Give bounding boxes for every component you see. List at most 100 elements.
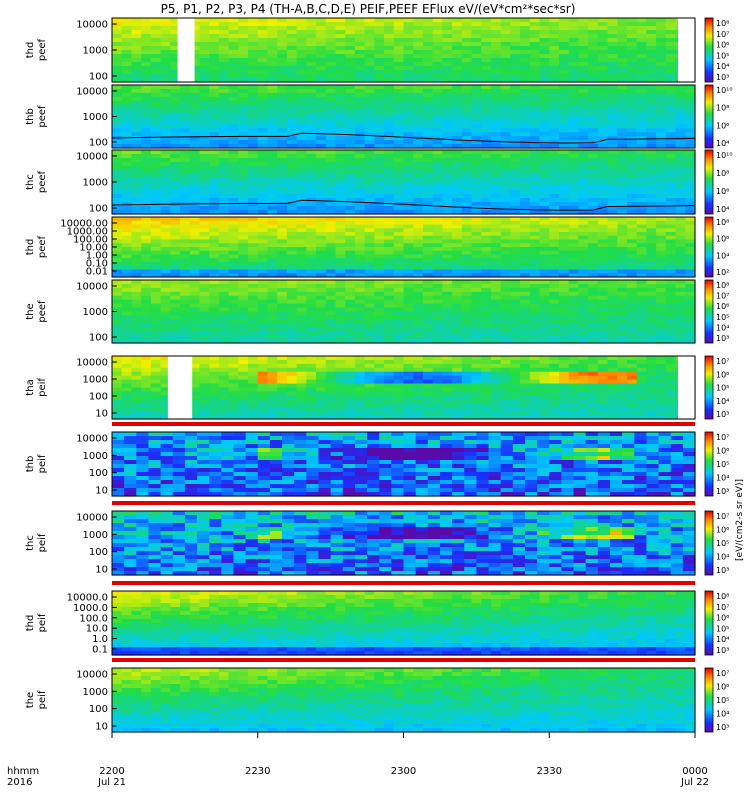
spectrogram-cell: [529, 150, 541, 155]
spectrogram-cell: [646, 92, 657, 98]
spectrogram-cell: [510, 136, 521, 141]
spectrogram-cell: [180, 206, 191, 211]
spectrogram-cell: [306, 66, 317, 71]
spectrogram-cell: [257, 247, 269, 252]
spectrogram-cell: [500, 359, 511, 365]
spectrogram-cell: [364, 243, 375, 248]
spectrogram-cell: [452, 22, 463, 27]
spectrogram-cell: [578, 303, 589, 309]
spectrogram-cell: [141, 303, 152, 309]
spectrogram-cell: [325, 239, 337, 244]
spectrogram-cell: [413, 42, 424, 47]
spectrogram-cell: [141, 269, 152, 274]
spectrogram-cell: [597, 178, 609, 183]
spectrogram-cell: [646, 38, 657, 43]
spectrogram-cell: [520, 112, 531, 118]
spectrogram-cell: [607, 182, 618, 187]
spectrogram-cell: [112, 303, 123, 309]
colorbar-tick-label: 10⁵: [716, 313, 729, 322]
spectrogram-cell: [286, 190, 298, 195]
spectrogram-cell: [228, 120, 239, 125]
spectrogram-cell: [646, 339, 657, 344]
spectrogram-cell: [325, 166, 337, 171]
spectrogram-cell: [442, 198, 453, 203]
spectrogram-cell: [490, 58, 502, 63]
spectrogram-cell: [520, 217, 531, 222]
spectrogram-cell: [675, 104, 686, 110]
spectrogram-cell: [578, 323, 589, 328]
spectrogram-cell: [393, 178, 405, 183]
spectrogram-cell: [364, 104, 375, 110]
spectrogram-cell: [452, 331, 463, 336]
spectrogram-cell: [510, 210, 521, 215]
spectrogram-cell: [442, 235, 453, 241]
spectrogram-cell: [597, 154, 609, 159]
spectrogram-cell: [685, 88, 696, 94]
spectrogram-cell: [656, 124, 667, 129]
spectrogram-cell: [238, 323, 249, 328]
spectrogram-cell: [257, 273, 269, 278]
spectrogram-cell: [568, 232, 579, 237]
spectrogram-cell: [500, 66, 511, 71]
spectrogram-cell: [306, 235, 317, 241]
spectrogram-cell: [471, 359, 482, 365]
spectrogram-cell: [112, 100, 123, 106]
spectrogram-cell: [286, 331, 298, 336]
spectrogram-cell: [529, 315, 541, 320]
spectrogram-cell: [121, 273, 133, 278]
spectrogram-cell: [296, 247, 307, 252]
spectrogram-cell: [180, 299, 191, 305]
spectrogram-cell: [306, 112, 317, 118]
spectrogram-cell: [422, 50, 434, 55]
spectrogram-cell: [685, 323, 696, 328]
spectrogram-cell: [170, 327, 181, 332]
spectrogram-cell: [277, 202, 288, 207]
spectrogram-cell: [510, 78, 521, 83]
spectrogram-cell: [131, 239, 142, 244]
spectrogram-cell: [248, 166, 259, 171]
spectrogram-cell: [568, 258, 579, 263]
spectrogram-cell: [267, 78, 278, 83]
spectrogram-cell: [490, 250, 502, 256]
spectrogram-cell: [500, 132, 511, 137]
spectrogram-cell: [500, 269, 511, 274]
spectrogram-cell: [597, 319, 609, 324]
spectrogram-cell: [626, 323, 638, 328]
spectrogram-cell: [665, 186, 677, 191]
spectrogram-cell: [597, 243, 609, 248]
spectrogram-cell: [199, 18, 210, 23]
spectrogram-cell: [277, 307, 288, 313]
spectrogram-cell: [354, 186, 366, 191]
spectrogram-cell: [345, 178, 356, 183]
spectrogram-cell: [345, 307, 356, 313]
spectrogram-cell: [112, 339, 123, 344]
spectrogram-cell: [490, 170, 502, 175]
spectrogram-cell: [180, 112, 191, 118]
spectrogram-cell: [452, 26, 463, 31]
spectrogram-cell: [539, 224, 550, 229]
spectrogram-cell: [617, 217, 628, 222]
spectrogram-cell: [413, 30, 424, 35]
spectrogram-cell: [170, 247, 181, 252]
spectrogram-cell: [141, 190, 152, 195]
spectrogram-cell: [306, 210, 317, 215]
spectrogram-cell: [665, 88, 677, 94]
spectrogram-cell: [180, 228, 191, 233]
spectrogram-cell: [238, 50, 249, 55]
spectrogram-cell: [267, 250, 278, 256]
spectrogram-cell: [325, 30, 337, 35]
spectrogram-cell: [238, 132, 249, 137]
spectrogram-cell: [393, 34, 405, 39]
spectrogram-cell: [131, 124, 142, 129]
spectrogram-cell: [500, 258, 511, 263]
spectrogram-cell: [393, 262, 405, 267]
spectrogram-cell: [665, 58, 677, 63]
spectrogram-cell: [228, 22, 239, 27]
spectrogram-cell: [539, 62, 550, 67]
spectrogram-cell: [471, 265, 482, 271]
spectrogram-cell: [568, 356, 579, 361]
spectrogram-cell: [335, 96, 346, 102]
spectrogram-cell: [393, 258, 405, 263]
spectrogram-cell: [568, 166, 579, 171]
spectrogram-cell: [296, 46, 307, 51]
